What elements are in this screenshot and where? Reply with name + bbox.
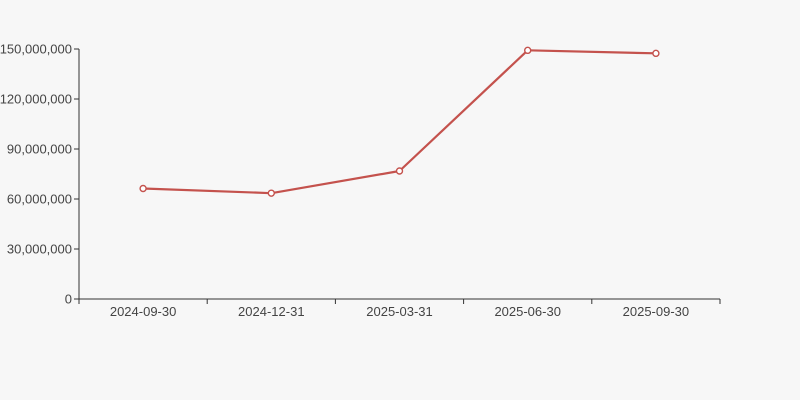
data-point-marker [652,49,660,58]
data-point-marker [524,46,532,55]
data-point-marker [395,167,404,175]
x-axis-tick-label: 2025-06-30 [494,304,561,319]
data-point-marker [267,189,275,197]
x-axis-tick-label: 2024-12-31 [238,304,305,319]
y-axis-tick-label: 150,000,000 [0,42,72,57]
y-axis-tick-label: 0 [65,292,72,307]
y-axis-tick-label: 120,000,000 [0,92,72,107]
y-axis-tick-label: 30,000,000 [7,242,72,257]
x-axis-tick-label: 2024-09-30 [110,304,177,319]
data-point-marker [139,184,147,193]
y-axis-tick-label: 90,000,000 [7,142,72,157]
y-axis-tick-label: 60,000,000 [7,192,72,207]
x-axis-tick-label: 2025-03-31 [366,304,433,319]
x-axis-tick-label: 2025-09-30 [623,304,690,319]
